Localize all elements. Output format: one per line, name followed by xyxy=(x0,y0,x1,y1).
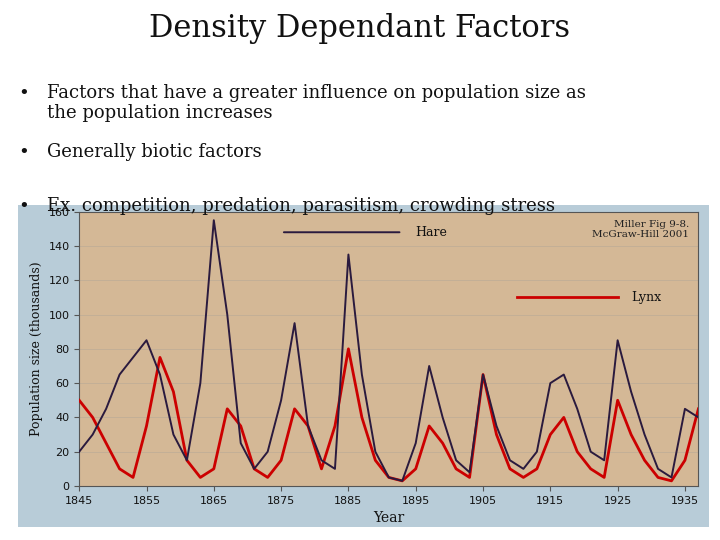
Text: Factors that have a greater influence on population size as
the population incre: Factors that have a greater influence on… xyxy=(47,84,585,123)
Text: Ex. competition, predation, parasitism, crowding stress: Ex. competition, predation, parasitism, … xyxy=(47,197,555,215)
Text: •: • xyxy=(18,84,29,102)
Text: •: • xyxy=(18,143,29,161)
X-axis label: Year: Year xyxy=(373,511,405,525)
Text: Hare: Hare xyxy=(415,226,448,239)
Text: Miller Fig 9-8.
McGraw-Hill 2001: Miller Fig 9-8. McGraw-Hill 2001 xyxy=(592,220,689,239)
Text: Density Dependant Factors: Density Dependant Factors xyxy=(150,14,570,44)
Text: Lynx: Lynx xyxy=(631,291,661,304)
Text: •: • xyxy=(18,197,29,215)
Text: Generally biotic factors: Generally biotic factors xyxy=(47,143,261,161)
Y-axis label: Population size (thousands): Population size (thousands) xyxy=(30,261,42,436)
